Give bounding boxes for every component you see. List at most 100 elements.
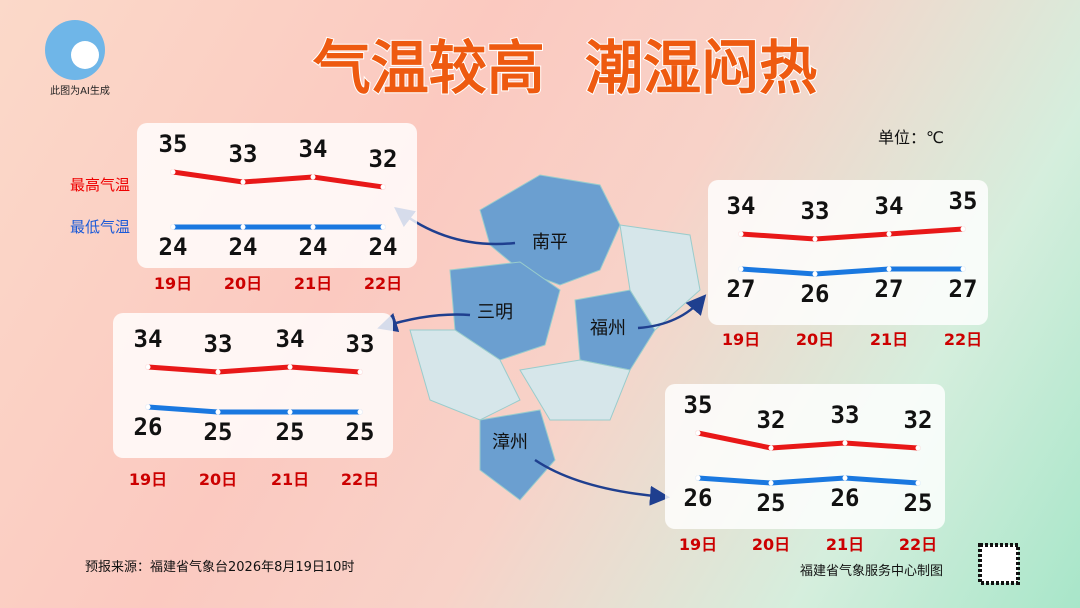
- date-label: 20日: [224, 274, 262, 293]
- temp-point: [170, 169, 176, 175]
- qr-code: [978, 543, 1020, 585]
- temp-point: [145, 404, 151, 410]
- panel: [113, 313, 393, 458]
- temp-line: [145, 364, 363, 375]
- temp-line: [170, 169, 386, 190]
- temp-label: 25: [904, 489, 933, 517]
- temp-label: 34: [875, 192, 904, 220]
- temp-label: 32: [369, 145, 398, 173]
- temp-label: 35: [949, 187, 978, 215]
- date-label: 19日: [129, 470, 167, 489]
- date-label: 19日: [679, 535, 717, 554]
- temp-point: [287, 364, 293, 370]
- temp-label: 34: [299, 135, 328, 163]
- map: [409, 174, 701, 501]
- date-label: 21日: [271, 470, 309, 489]
- temp-point: [915, 480, 921, 486]
- temp-label: 24: [369, 233, 398, 261]
- date-label: 21日: [826, 535, 864, 554]
- temp-label: 26: [801, 280, 830, 308]
- temp-point: [886, 231, 892, 237]
- temp-point: [842, 475, 848, 481]
- region: [409, 329, 521, 421]
- city-label: 漳州: [492, 432, 528, 453]
- temp-point: [310, 174, 316, 180]
- legend-max: 最高气温: [70, 176, 130, 194]
- date-label: 20日: [796, 330, 834, 349]
- source: 预报来源：福建省气象台2026年8月19日10时: [85, 559, 354, 575]
- temp-label: 32: [757, 406, 786, 434]
- temp-point: [960, 266, 966, 272]
- date-label: 20日: [199, 470, 237, 489]
- city-label: 三明: [477, 302, 513, 323]
- temp-point: [310, 224, 316, 230]
- region: [574, 289, 656, 371]
- date-label: 19日: [722, 330, 760, 349]
- date-label: 22日: [899, 535, 937, 554]
- arrow: [534, 458, 670, 506]
- panel: [708, 180, 988, 325]
- date-label: 21日: [870, 330, 908, 349]
- date-label: 22日: [364, 274, 402, 293]
- temp-point: [738, 266, 744, 272]
- temp-point: [915, 445, 921, 451]
- temp-label: 26: [134, 413, 163, 441]
- unit: 单位：℃: [878, 128, 944, 147]
- temp-point: [215, 369, 221, 375]
- temp-label: 33: [831, 401, 860, 429]
- temp-label: 27: [875, 275, 904, 303]
- title: 气温较高 潮湿闷热: [313, 34, 817, 102]
- credit: 福建省气象服务中心制图: [800, 563, 943, 579]
- region: [519, 359, 631, 421]
- temp-point: [812, 271, 818, 277]
- temp-point: [145, 364, 151, 370]
- arrow: [637, 294, 707, 330]
- date-label: 20日: [752, 535, 790, 554]
- region: [479, 409, 556, 501]
- mascot-face: [71, 41, 99, 69]
- temp-label: 27: [949, 275, 978, 303]
- temp-point: [695, 430, 701, 436]
- temp-point: [380, 224, 386, 230]
- temp-point: [287, 409, 293, 415]
- temp-point: [768, 445, 774, 451]
- temp-label: 25: [757, 489, 786, 517]
- region: [479, 174, 621, 286]
- region: [619, 224, 701, 331]
- temp-point: [240, 179, 246, 185]
- panel: [137, 123, 417, 268]
- temp-line: [738, 226, 966, 242]
- temp-label: 33: [229, 140, 258, 168]
- temp-point: [240, 224, 246, 230]
- date-label: 19日: [154, 274, 192, 293]
- temp-point: [170, 224, 176, 230]
- temp-line: [738, 266, 966, 277]
- temp-line: [695, 430, 921, 451]
- panel: [665, 384, 945, 529]
- ai-note: 此图为AI生成: [50, 84, 110, 97]
- temp-label: 35: [159, 130, 188, 158]
- date-label: 22日: [944, 330, 982, 349]
- temp-line: [695, 475, 921, 486]
- temp-point: [695, 475, 701, 481]
- temp-label: 25: [276, 418, 305, 446]
- legend-min: 最低气温: [70, 218, 130, 236]
- temp-label: 26: [831, 484, 860, 512]
- city-label: 福州: [590, 318, 626, 339]
- temp-point: [886, 266, 892, 272]
- temp-point: [215, 409, 221, 415]
- temp-point: [842, 440, 848, 446]
- temp-point: [738, 231, 744, 237]
- temp-label: 25: [346, 418, 375, 446]
- temp-label: 27: [727, 275, 756, 303]
- temp-point: [960, 226, 966, 232]
- temp-label: 35: [684, 391, 713, 419]
- temp-point: [380, 184, 386, 190]
- temp-label: 24: [159, 233, 188, 261]
- temp-label: 24: [229, 233, 258, 261]
- temp-label: 33: [801, 197, 830, 225]
- temp-line: [145, 404, 363, 415]
- city-label: 南平: [532, 232, 568, 253]
